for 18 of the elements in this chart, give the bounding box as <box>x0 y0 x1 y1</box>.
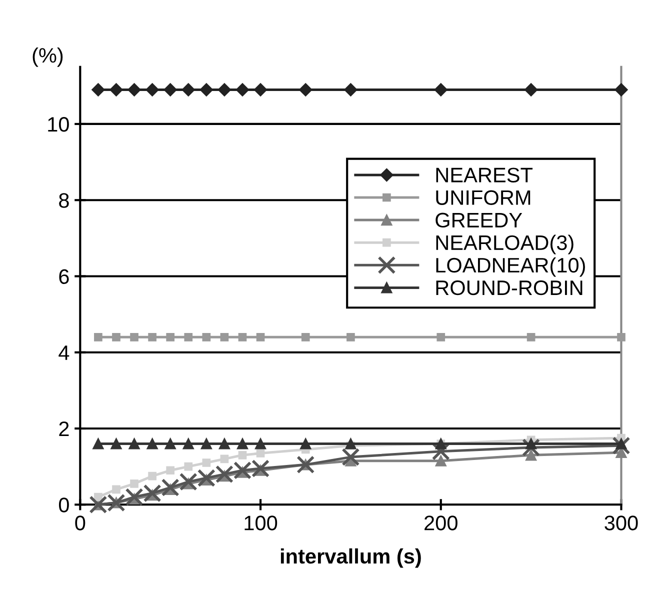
x-tick-label: 200 <box>424 516 458 530</box>
y-axis-title: (%) <box>32 47 63 67</box>
legend-label: NEAREST <box>436 168 533 182</box>
legend-label: GREEDY <box>436 212 522 228</box>
legend-label: ROUND-ROBIN <box>436 280 582 296</box>
y-tick-label: 2 <box>59 422 69 436</box>
legend-label: LOADNEAR(10) <box>436 257 585 277</box>
legend-label: UNIFORM <box>436 190 530 206</box>
x-tick-label: 0 <box>75 516 86 530</box>
y-tick-label: 8 <box>59 193 69 208</box>
y-tick-label: 10 <box>48 116 69 132</box>
legend-label: NEARLOAD(3) <box>436 234 574 254</box>
y-tick-label: 4 <box>58 346 70 360</box>
y-tick-label: 6 <box>59 269 69 284</box>
x-axis-title: intervallum (s) <box>280 548 421 568</box>
x-tick-label: 300 <box>604 516 638 530</box>
y-tick-label: 0 <box>58 498 69 512</box>
x-tick-label: 100 <box>244 516 278 530</box>
